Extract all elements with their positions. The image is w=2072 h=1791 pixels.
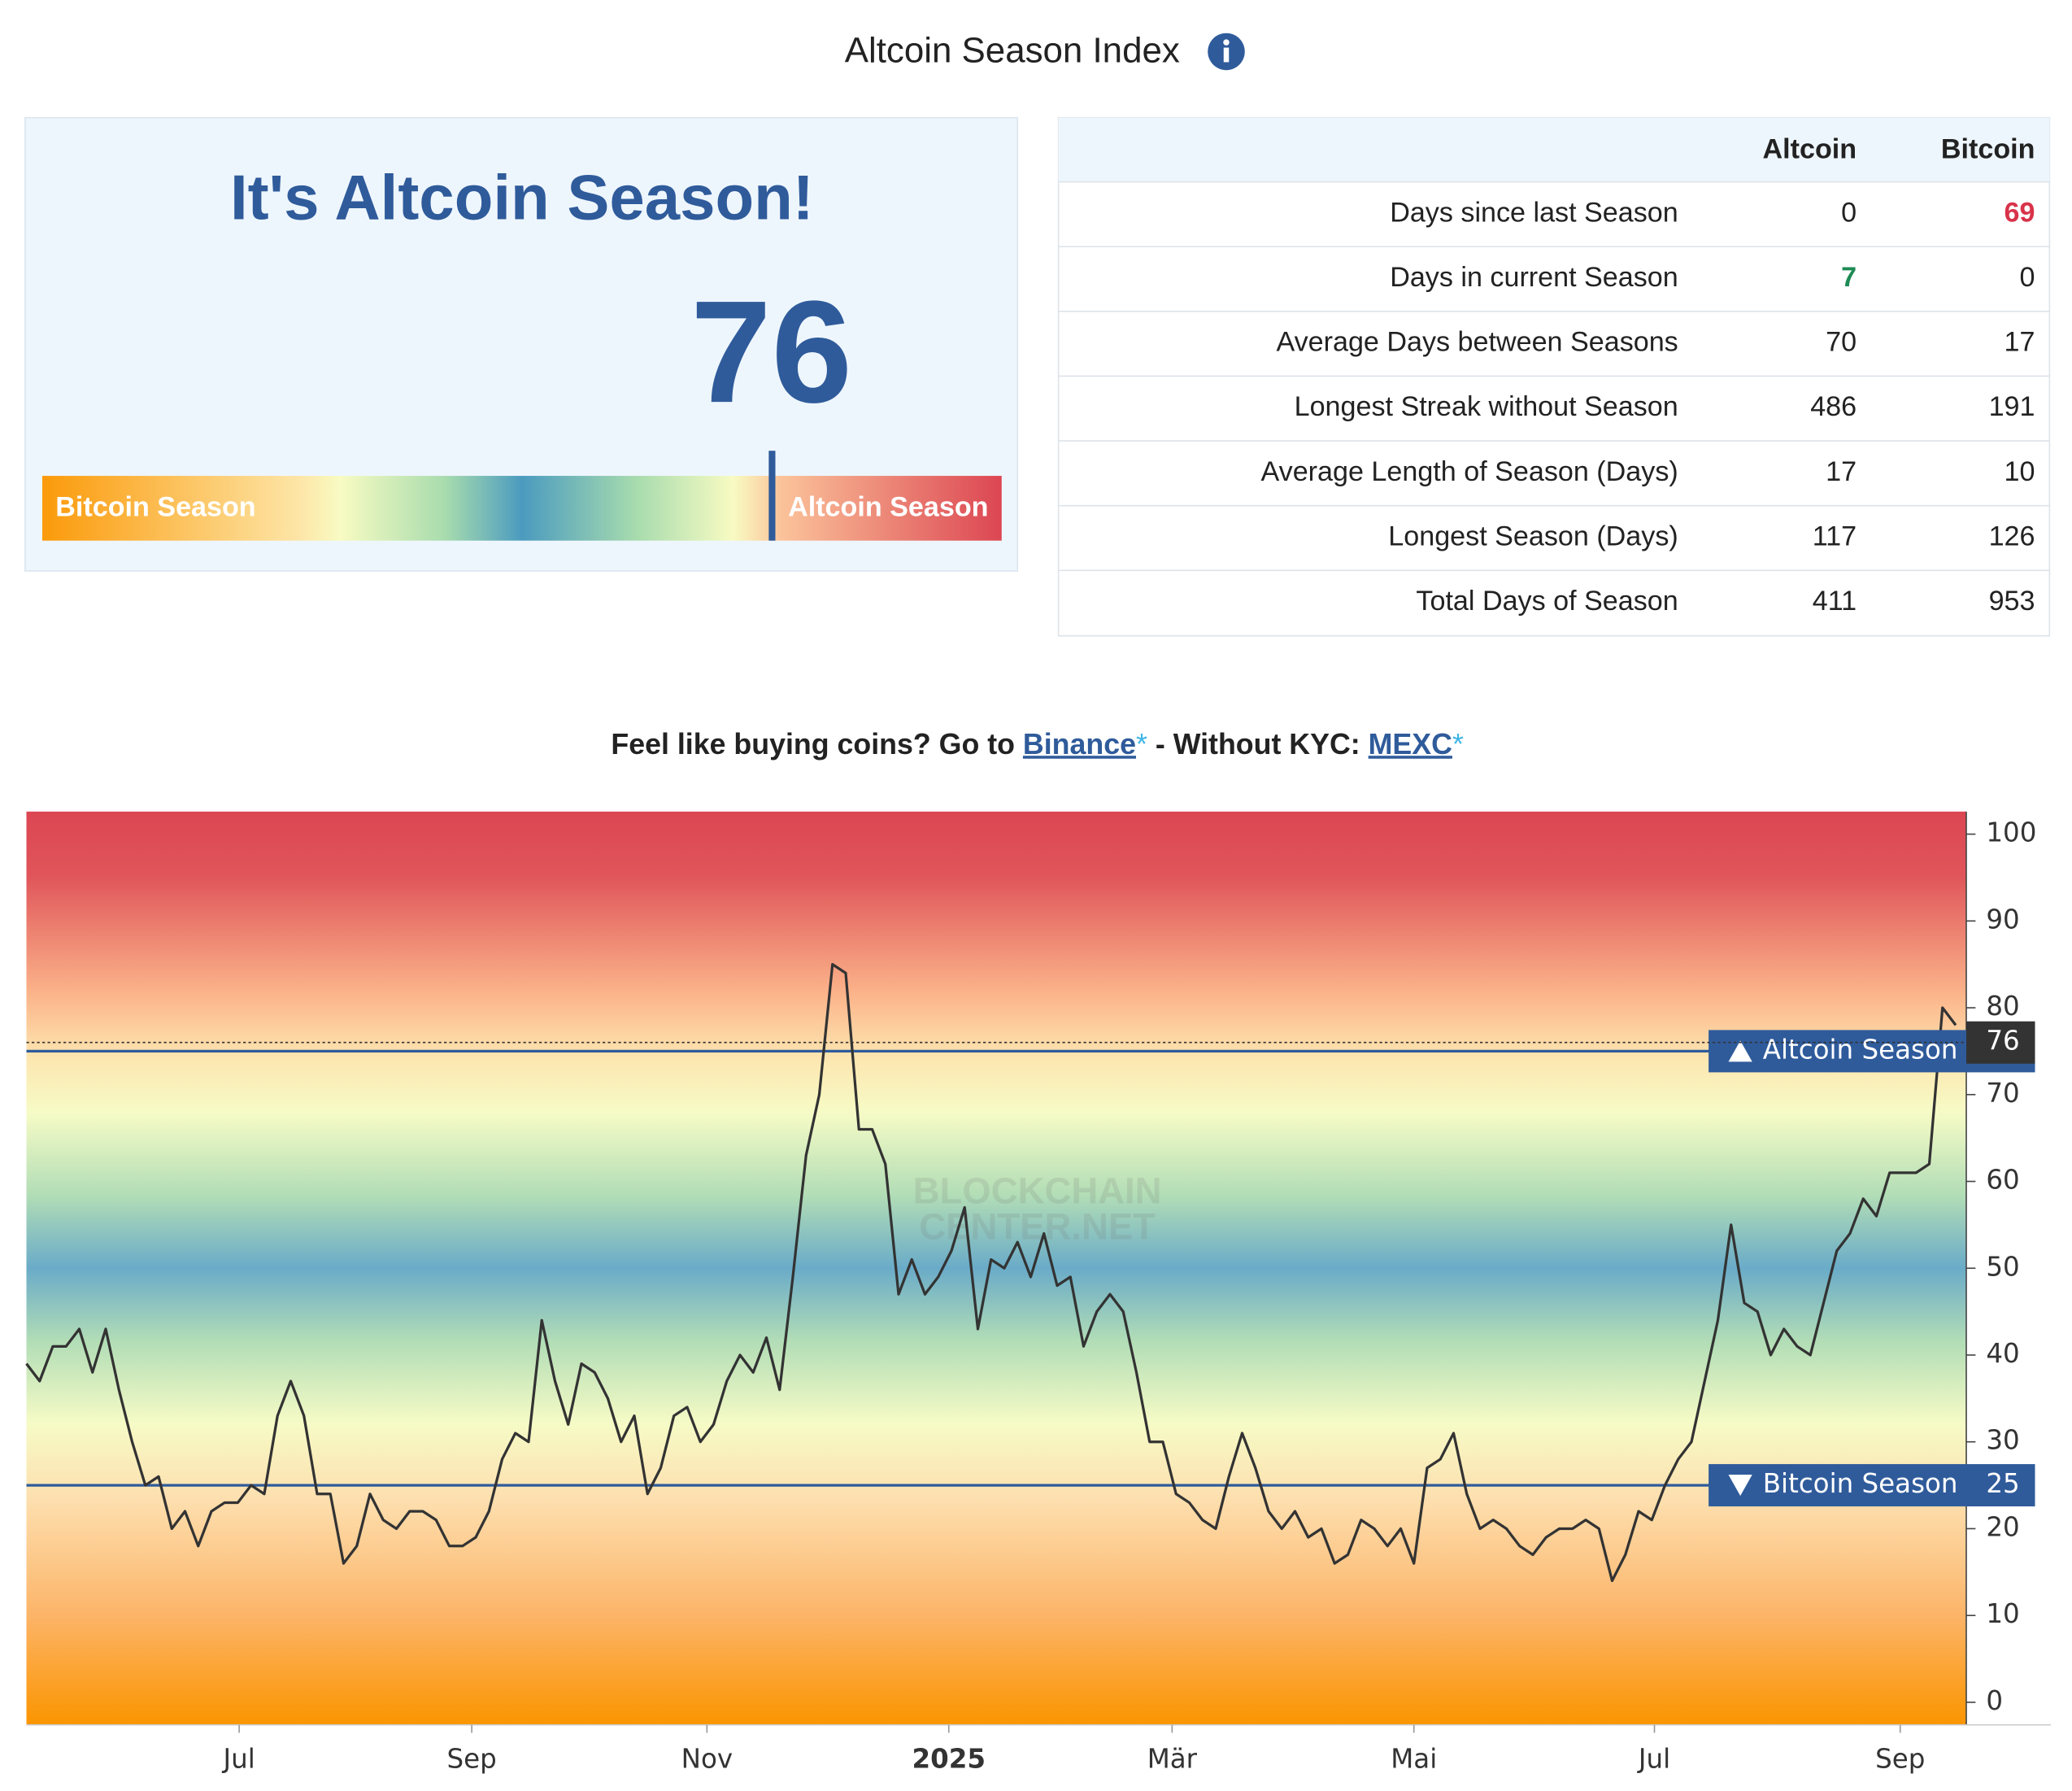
page-title: Altcoin Season Index <box>845 31 1180 71</box>
altcoin-value: 0 <box>1841 197 1857 228</box>
y-tick-label: 20 <box>1986 1511 2019 1542</box>
gauge-heading: It's Altcoin Season! <box>230 161 814 233</box>
current-value: 76 <box>1986 1026 2019 1057</box>
x-tick-label: Sep <box>1875 1744 1925 1775</box>
threshold-badge <box>1709 1464 2035 1507</box>
promo-text: Feel like buying coins? Go to <box>611 729 1023 761</box>
x-tick-label: Mai <box>1391 1744 1437 1775</box>
y-tick-label: 30 <box>1986 1425 2019 1456</box>
y-tick-label: 80 <box>1986 991 2019 1022</box>
plot-background <box>26 811 1966 1725</box>
gauge-marker <box>768 451 776 541</box>
info-icon[interactable] <box>1208 33 1245 71</box>
x-tick-label: Jul <box>222 1744 255 1775</box>
threshold-label: Altcoin Season <box>1763 1034 1958 1065</box>
asterisk: * <box>1452 729 1464 761</box>
altcoin-value: 7 <box>1841 262 1857 293</box>
index-line <box>25 963 1957 1583</box>
y-tick-label: 100 <box>1986 817 2036 848</box>
bitcoin-value: 69 <box>2005 197 2035 228</box>
y-tick-label: 40 <box>1986 1338 2019 1369</box>
binance-link[interactable]: Binance <box>1023 729 1136 761</box>
bitcoin-value: 126 <box>1989 521 2035 551</box>
column-header: Altcoin <box>1763 133 1857 164</box>
row-label: Longest Streak without Season <box>1295 391 1678 422</box>
column-header: Bitcoin <box>1941 133 2035 164</box>
gauge-right-label: Altcoin Season <box>788 492 988 523</box>
asterisk: * <box>1136 729 1147 761</box>
altcoin-value: 486 <box>1810 391 1857 422</box>
y-tick-label: 50 <box>1986 1251 2019 1282</box>
row-label: Average Length of Season (Days) <box>1261 456 1678 487</box>
mexc-link[interactable]: MEXC <box>1369 729 1452 761</box>
gauge-left-label: Bitcoin Season <box>55 492 255 523</box>
altcoin-value: 411 <box>1813 586 1857 617</box>
y-tick-label: 90 <box>1986 904 2019 935</box>
row-label: Total Days of Season <box>1416 586 1678 617</box>
row-label: Longest Season (Days) <box>1388 521 1678 551</box>
bitcoin-value: 191 <box>1989 391 2035 422</box>
gauge-card: It's Altcoin Season! Bitcoin Season Altc… <box>24 116 1019 572</box>
altcoin-value: 70 <box>1826 327 1857 358</box>
y-tick-label: 10 <box>1986 1598 2019 1629</box>
y-tick-label: 60 <box>1986 1165 2019 1196</box>
threshold-label: Bitcoin Season <box>1763 1468 1958 1499</box>
x-tick-label: Mär <box>1147 1744 1198 1775</box>
row-label: Days in current Season <box>1390 262 1678 293</box>
row-label: Average Days between Seasons <box>1276 327 1678 358</box>
bitcoin-value: 10 <box>2005 456 2035 487</box>
bitcoin-value: 953 <box>1989 586 2035 617</box>
x-tick-label: 2025 <box>912 1744 986 1775</box>
y-tick-label: 70 <box>1986 1078 2019 1109</box>
x-tick-label: Nov <box>681 1744 733 1775</box>
promo-text: Feel like buying coins? Go to Binance* -… <box>611 729 1464 761</box>
current-badge <box>1966 1021 2035 1064</box>
bitcoin-value: 17 <box>2005 327 2035 358</box>
altcoin-value: 17 <box>1826 456 1857 487</box>
watermark: BLOCKCHAIN <box>913 1170 1162 1211</box>
y-tick-label: 0 <box>1986 1685 2003 1716</box>
stats-table: Altcoin Bitcoin Days since last Season 0 6… <box>1057 116 2051 637</box>
chart-frame <box>26 811 2051 1726</box>
gauge-bar <box>42 476 1002 541</box>
row-label: Days since last Season <box>1390 197 1678 228</box>
promo-text: - Without KYC: <box>1147 729 1369 761</box>
threshold-arrow <box>1728 1040 1752 1062</box>
threshold-value: 25 <box>1986 1468 2019 1499</box>
bitcoin-value: 0 <box>2020 262 2035 293</box>
threshold-arrow <box>1728 1475 1752 1497</box>
x-tick-label: Jul <box>1637 1744 1670 1775</box>
x-tick-label: Sep <box>446 1744 496 1775</box>
altcoin-value: 117 <box>1813 521 1857 551</box>
gauge-value: 76 <box>690 270 852 433</box>
